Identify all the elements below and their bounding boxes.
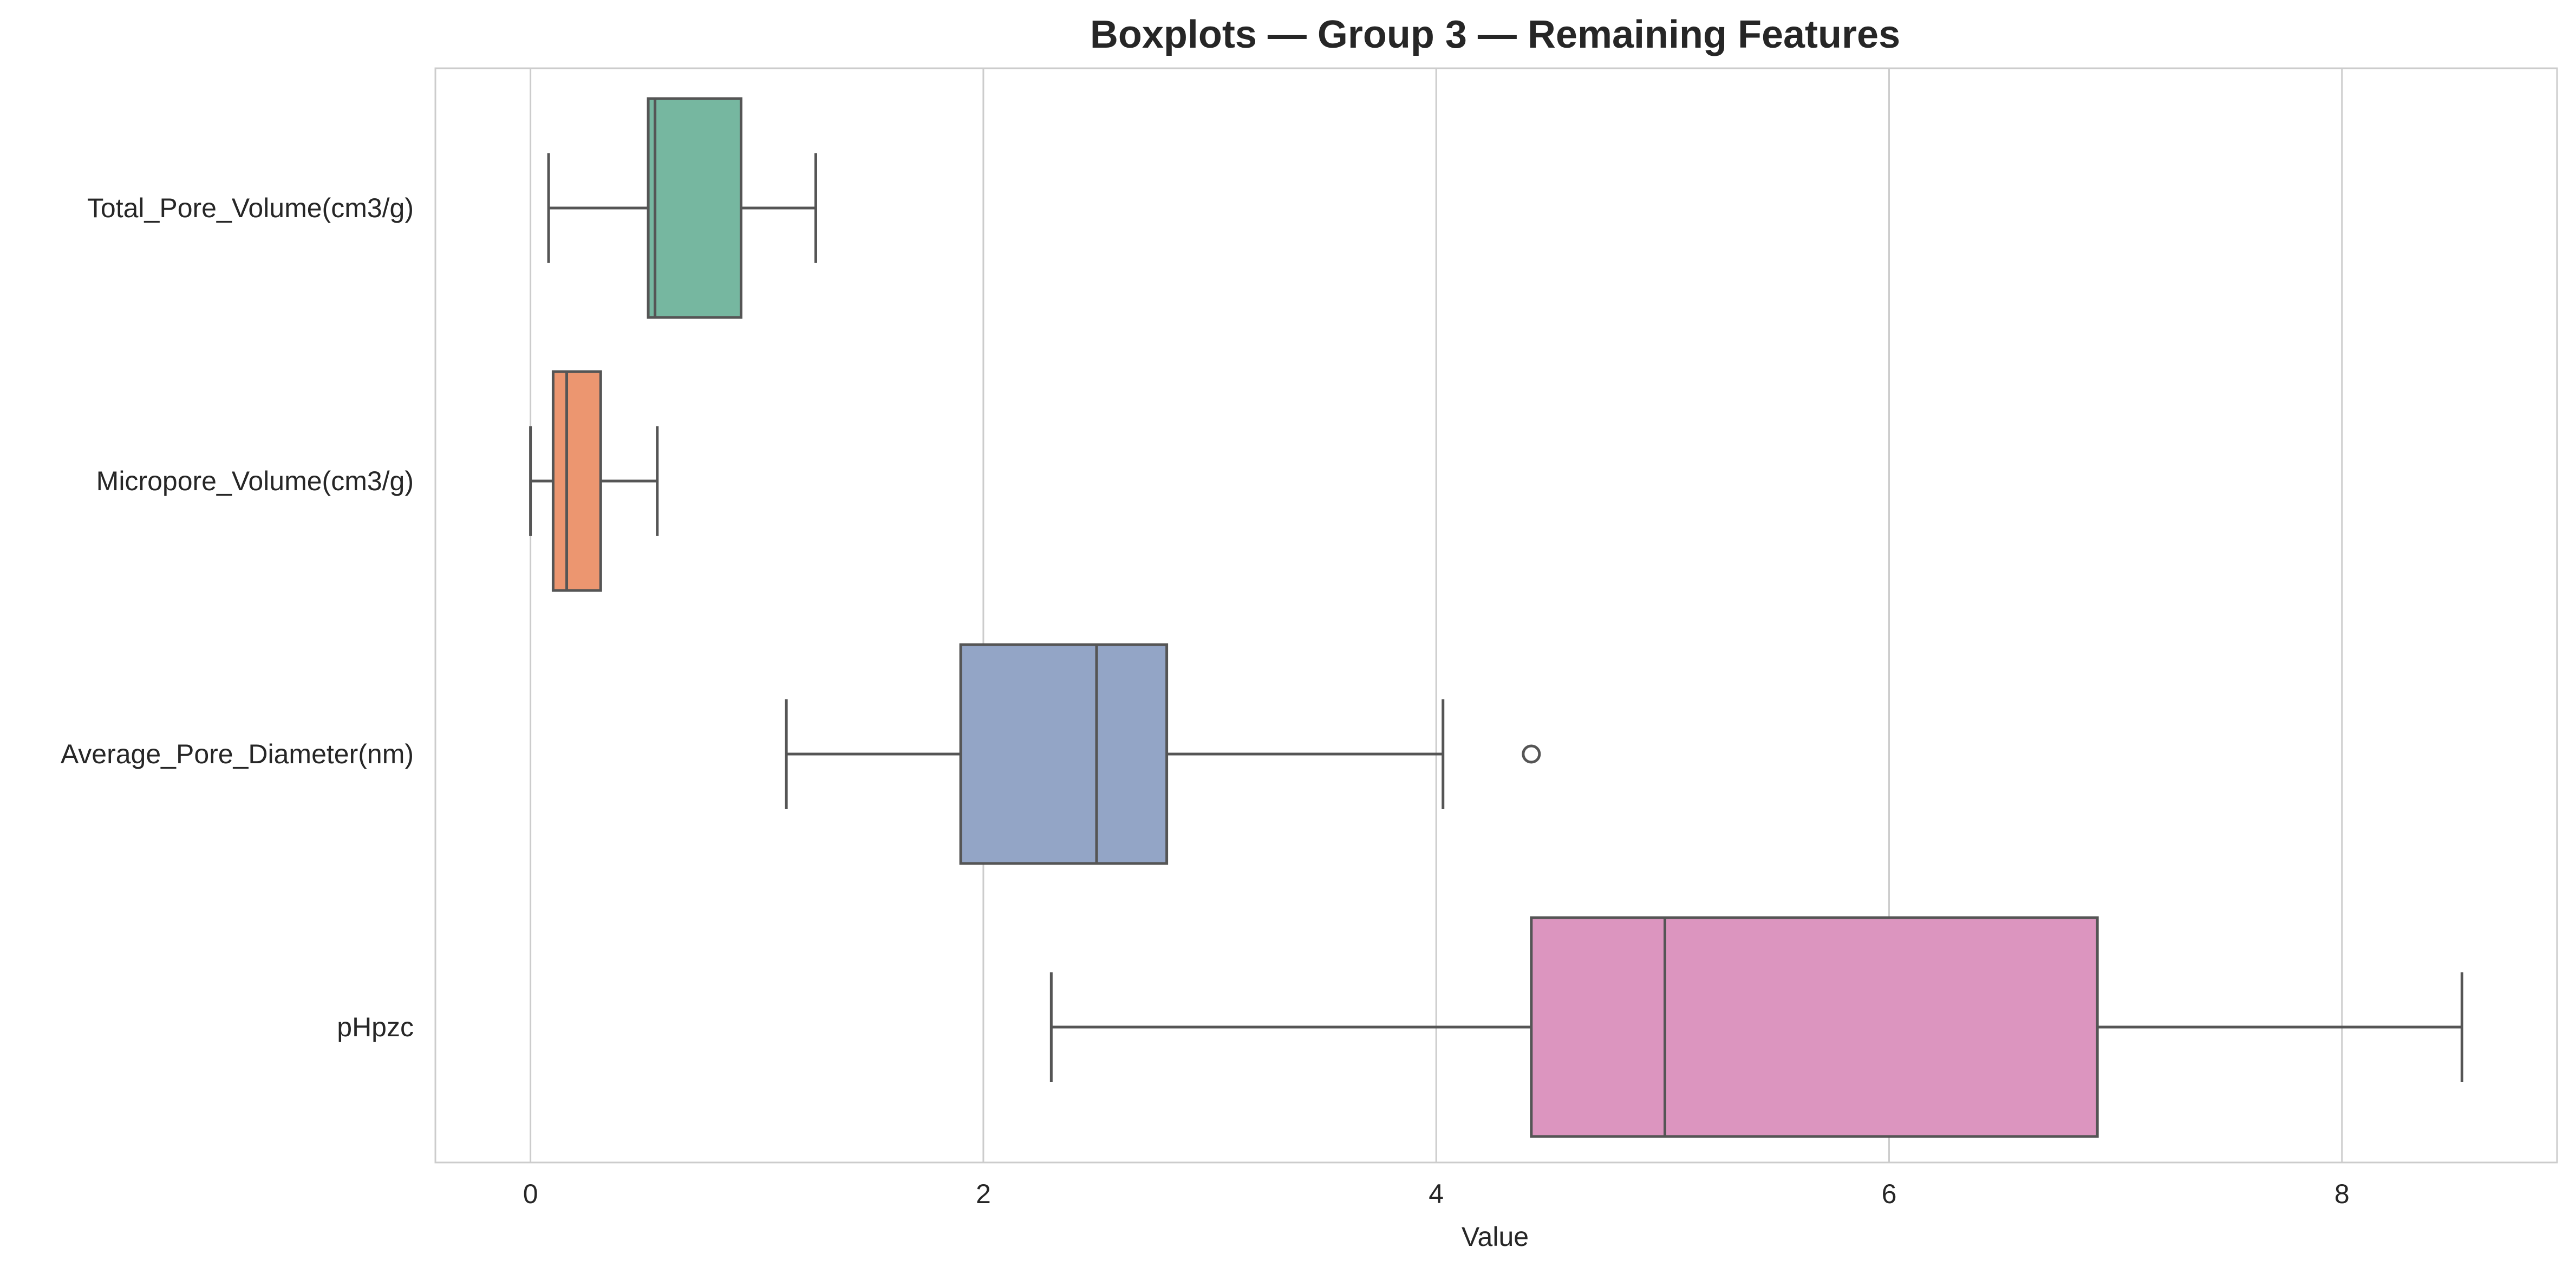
outlier-2-0 [1522, 744, 1541, 764]
box-1 [551, 370, 602, 592]
boxes [529, 97, 2463, 1138]
x-tick-label-4: 8 [2334, 1179, 2350, 1209]
box-0 [647, 97, 742, 319]
y-tick-label-2: Average_Pore_Diameter(nm) [61, 739, 414, 769]
box-group-3 [1049, 916, 2463, 1138]
box-3 [1530, 916, 2099, 1138]
box-2 [959, 643, 1169, 865]
x-axis-label: Value [1462, 1222, 1529, 1252]
x-tick-label-0: 0 [523, 1179, 538, 1209]
plot-frame [434, 67, 2558, 1164]
box-group-0 [547, 97, 817, 319]
y-tick-label-0: Total_Pore_Volume(cm3/g) [87, 193, 414, 223]
box-group-2 [785, 643, 1541, 865]
x-tick-label-1: 2 [976, 1179, 991, 1209]
y-tick-label-1: Micropore_Volume(cm3/g) [96, 466, 414, 496]
y-tick-label-3: pHpzc [337, 1012, 414, 1042]
x-tick-label-3: 6 [1882, 1179, 1897, 1209]
x-tick-labels: 0 2 4 6 8 [523, 1179, 2350, 1209]
y-tick-labels: Total_Pore_Volume(cm3/g) Micropore_Volume… [61, 193, 414, 1042]
box-group-1 [529, 370, 659, 592]
chart-title: Boxplots — Group 3 — Remaining Features [1090, 13, 1900, 56]
x-tick-label-2: 4 [1429, 1179, 1444, 1209]
